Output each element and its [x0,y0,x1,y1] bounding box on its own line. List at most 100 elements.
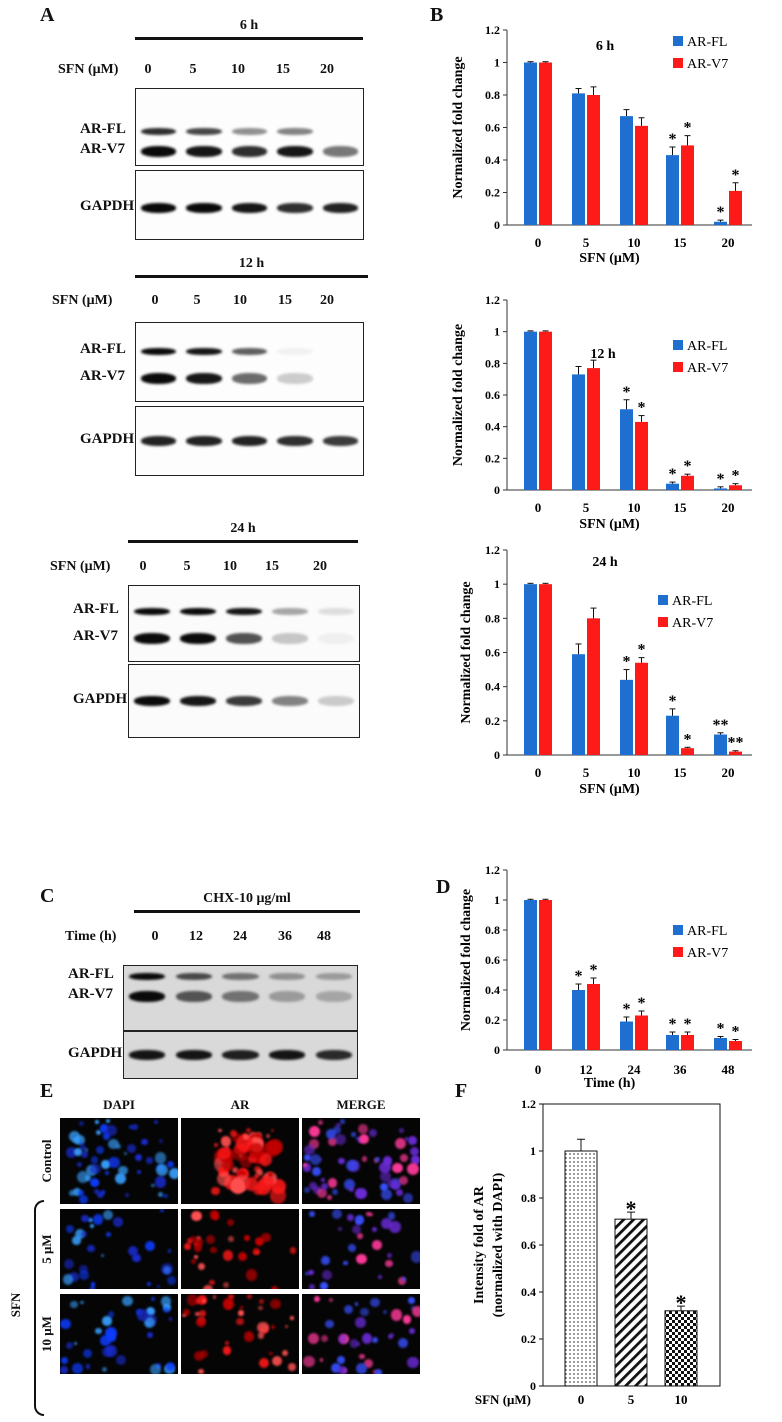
gapdh-blot-membrane [135,406,364,476]
blot-lane-label: 20 [320,62,334,77]
cell [114,1172,126,1184]
protein-band [134,632,170,644]
micrograph-column-label: MERGE [336,1097,386,1112]
cell [337,1356,346,1364]
cell [355,1187,367,1200]
fluorescence-micrograph [181,1209,299,1289]
cell [321,1256,330,1265]
cell [368,1128,378,1138]
gapdh-label: GAPDH [80,431,135,447]
legend-label: AR-V7 [672,616,713,631]
protein-band [180,632,216,644]
cell [122,1295,134,1307]
cell [337,1365,347,1374]
cell [390,1309,403,1322]
y-tick-label: 1 [494,893,500,907]
cell [271,1356,282,1366]
legend-swatch [673,925,683,935]
significance-mark: * [684,458,692,475]
cell [402,1276,407,1281]
cell [218,1146,231,1159]
protein-band [322,145,358,157]
y-axis-label: Normalized fold change [459,581,474,723]
bar-ar-fl [524,62,537,225]
ar-fl-band-label: AR-FL [73,601,119,617]
fluorescence-micrograph [302,1294,420,1374]
cell [383,1156,393,1166]
cell [101,1160,110,1169]
significance-mark: * [623,654,631,671]
sfn-group-bracket [34,1200,44,1416]
cell [193,1254,199,1259]
chart-title: 6 h [596,39,615,54]
cell [356,1136,360,1141]
y-tick-label: 0.4 [485,420,500,434]
blot-time-header: 24 h [230,521,256,536]
cell [194,1350,205,1361]
cell [134,1153,143,1162]
cell [87,1244,96,1253]
protein-band [226,632,262,644]
protein-band [140,145,177,157]
blot-lane-label: 0 [151,929,159,944]
cell [184,1242,192,1250]
cell [325,1129,336,1140]
cell [259,1176,274,1191]
cell [320,1281,328,1289]
cell [316,1187,328,1199]
cell [347,1214,354,1222]
significance-mark: * [732,468,740,485]
protein-band [272,696,308,706]
y-tick-label: 0.4 [521,1285,536,1299]
cell [95,1145,104,1154]
x-category-label: 15 [674,765,688,780]
bar-ar-fl [572,654,585,755]
protein-band [231,203,268,213]
protein-band [315,972,352,980]
protein-band [186,436,222,446]
significance-mark: * [717,471,725,488]
bar-ar-v7 [635,421,648,490]
panel-label-b: B [430,4,444,26]
cell [355,1317,367,1329]
fluorescence-micrograph [60,1294,178,1374]
cell [252,1184,263,1195]
y-tick-label: 0.2 [485,714,500,728]
chart-title: 24 h [592,555,618,570]
cell [309,1154,321,1166]
cell [146,1157,153,1164]
cell [80,1141,85,1146]
cell [383,1310,388,1314]
cell [337,1334,348,1344]
cell [73,1188,81,1196]
cell [309,1283,316,1289]
cell [182,1308,191,1317]
cell [199,1350,208,1358]
legend-swatch [658,595,668,605]
bar-ar-v7 [635,662,648,755]
cell [95,1327,102,1335]
significance-mark: * [669,1016,677,1033]
cell [65,1146,77,1158]
bar-ar-fl [714,488,727,490]
cell [144,1241,156,1252]
cell [74,1135,85,1146]
blot-time-header: 6 h [239,18,259,33]
cell [229,1177,246,1194]
cell [398,1176,409,1186]
cell [72,1236,81,1245]
cell [328,1297,334,1303]
protein-band [134,607,170,615]
protein-band [322,436,358,446]
y-tick-label: 1.2 [485,543,500,557]
blot-lane-label: 15 [276,62,290,77]
cell [108,1156,120,1169]
x-axis-label: Time (h) [584,1076,636,1091]
cell [110,1161,114,1165]
cell [163,1193,168,1199]
cell [266,1139,283,1156]
x-axis-label: SFN (μM) [579,517,640,532]
legend-label: AR-FL [687,339,727,354]
x-category-label: 15 [674,500,688,515]
cell [102,1347,113,1358]
